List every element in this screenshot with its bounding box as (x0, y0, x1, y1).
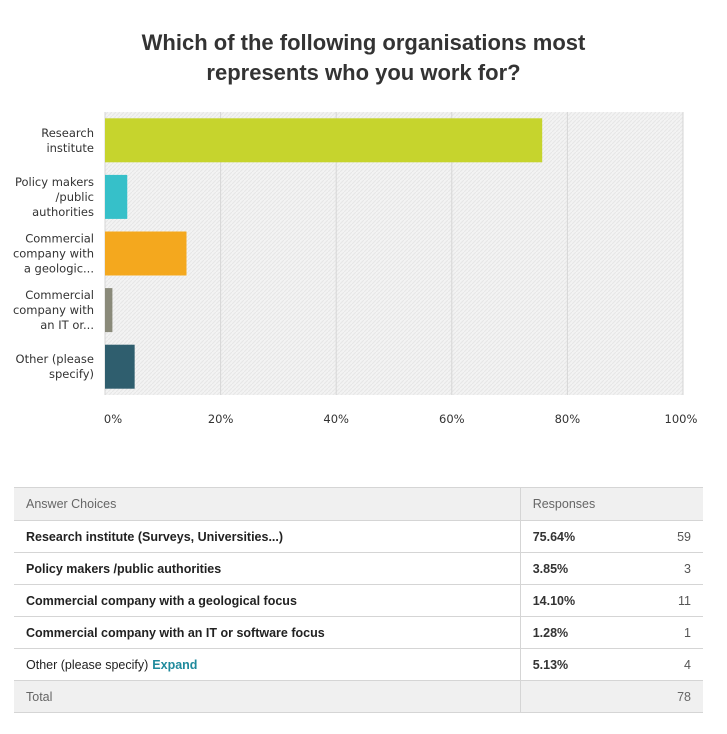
bar[interactable] (105, 288, 113, 333)
total-percent (519, 680, 624, 713)
row-count: 1 (623, 616, 703, 649)
category-label-line: a geologic... (24, 262, 94, 276)
category-label: Policy makers/public authorities (15, 175, 94, 219)
category-label-line: /public (56, 190, 94, 204)
category-label: Commercial company with a geologic... (13, 232, 94, 276)
bar[interactable] (105, 118, 543, 163)
chart-title-line-2: represents who you work for? (206, 60, 521, 85)
total-label: Total (14, 680, 521, 713)
row-choice: Commercial company with an IT or softwar… (14, 616, 521, 649)
chart-title: Which of the following organisations mos… (0, 28, 727, 88)
category-labels: Research institute Policy makers/public aut… (13, 126, 94, 381)
category-label-line: institute (46, 141, 94, 155)
row-count: 11 (623, 584, 703, 617)
row-count: 3 (623, 552, 703, 585)
x-tick-label: 80% (555, 412, 581, 426)
category-label: Research institute (41, 126, 94, 155)
row-choice: Commercial company with a geological foc… (14, 584, 521, 617)
category-label-line: Commercial (25, 288, 94, 302)
total-row: Total 78 (14, 680, 703, 713)
category-label-line: company with (13, 303, 94, 317)
count-header (623, 487, 703, 521)
category-label: Other (please specify) (16, 352, 94, 381)
answer-choices-header: Answer Choices (14, 487, 521, 521)
row-percent: 5.13% (519, 648, 624, 681)
x-tick-label: 100% (665, 412, 698, 426)
expand-link[interactable]: Expand (152, 657, 198, 672)
bars (105, 118, 543, 389)
row-choice: Policy makers /public authorities (14, 552, 521, 585)
bar[interactable] (105, 344, 135, 389)
x-axis-ticks: 0% 20% 40% 60% 80% 100% (104, 412, 698, 426)
bar[interactable] (105, 174, 128, 219)
category-label-line: Research (41, 126, 94, 140)
row-count: 4 (623, 648, 703, 681)
responses-table: Answer Choices Responses Research instit… (14, 487, 703, 713)
x-tick-label: 20% (208, 412, 234, 426)
x-tick-label: 40% (323, 412, 349, 426)
category-label-line: an IT or... (40, 318, 94, 332)
category-label: Commercial company with an IT or... (13, 288, 94, 332)
table-row: Commercial company with an IT or softwar… (14, 616, 703, 649)
table-header-row: Answer Choices Responses (14, 487, 703, 521)
table-row: Research institute (Surveys, Universitie… (14, 520, 703, 553)
row-choice: Research institute (Surveys, Universitie… (14, 520, 521, 553)
category-label-line: company with (13, 247, 94, 261)
table-row: Policy makers /public authorities 3.85% … (14, 552, 703, 585)
bar[interactable] (105, 231, 187, 276)
row-choice-text: Other (please specify) (26, 657, 149, 672)
x-tick-label: 0% (104, 412, 122, 426)
category-label-line: Other (please (16, 352, 94, 366)
category-label-line: specify) (49, 367, 94, 381)
row-percent: 14.10% (519, 584, 624, 617)
table-row: Commercial company with a geological foc… (14, 584, 703, 617)
row-percent: 1.28% (519, 616, 624, 649)
category-label-line: Policy makers (15, 175, 94, 189)
chart-title-line-1: Which of the following organisations mos… (141, 30, 586, 55)
row-percent: 3.85% (519, 552, 624, 585)
table-row: Other (please specify) Expand 5.13% 4 (14, 648, 703, 681)
row-choice: Other (please specify) Expand (14, 648, 521, 681)
responses-header: Responses (519, 487, 624, 521)
total-count: 78 (623, 680, 703, 713)
row-percent: 75.64% (519, 520, 624, 553)
x-tick-label: 60% (439, 412, 465, 426)
bar-chart: Research institute Policy makers/public aut… (13, 112, 698, 426)
category-label-line: authorities (32, 205, 94, 219)
row-count: 59 (623, 520, 703, 553)
category-label-line: Commercial (25, 232, 94, 246)
